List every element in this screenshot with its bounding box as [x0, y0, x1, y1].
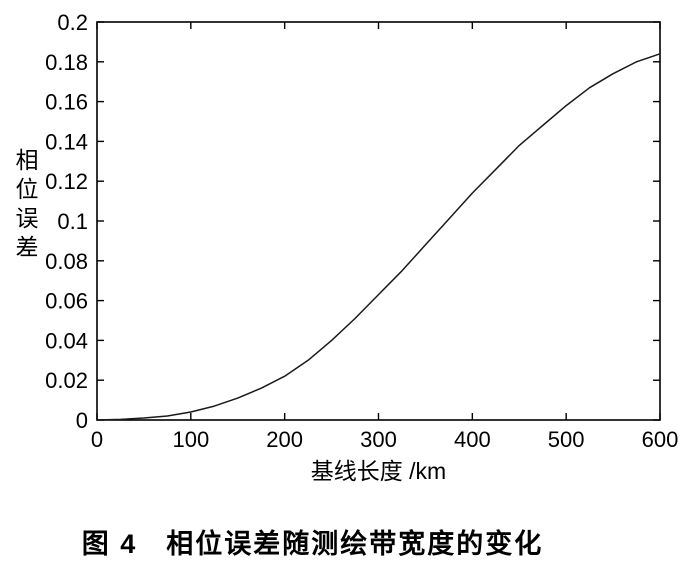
series-line: [96, 53, 661, 421]
y-tick-label: 0.06: [45, 289, 88, 314]
y-tick-label: 0.18: [45, 50, 88, 75]
x-tick-label: 0: [91, 427, 103, 452]
y-tick-label: 0.16: [45, 90, 88, 115]
x-tick-label: 500: [548, 427, 585, 452]
x-tick-label: 300: [360, 427, 397, 452]
x-tick-label: 200: [266, 427, 303, 452]
x-tick-label: 400: [454, 427, 491, 452]
x-axis-label: 基线长度 /km: [310, 458, 447, 484]
x-tick-label: 600: [642, 427, 679, 452]
y-tick-label: 0.2: [57, 10, 88, 35]
y-tick-label: 0.02: [45, 368, 88, 393]
figure-caption: 图 4 相位误差随测绘带宽度的变化: [81, 529, 544, 559]
y-tick-label: 0.12: [45, 169, 88, 194]
plot-box: [96, 21, 661, 421]
y-tick-label: 0.04: [45, 328, 88, 353]
y-axis-label: 相位误差: [12, 148, 38, 264]
x-tick-label: 100: [172, 427, 209, 452]
y-tick-label: 0.1: [57, 209, 88, 234]
y-tick-label: 0: [76, 408, 88, 433]
y-tick-label: 0.14: [45, 129, 88, 154]
y-tick-label: 0.08: [45, 249, 88, 274]
